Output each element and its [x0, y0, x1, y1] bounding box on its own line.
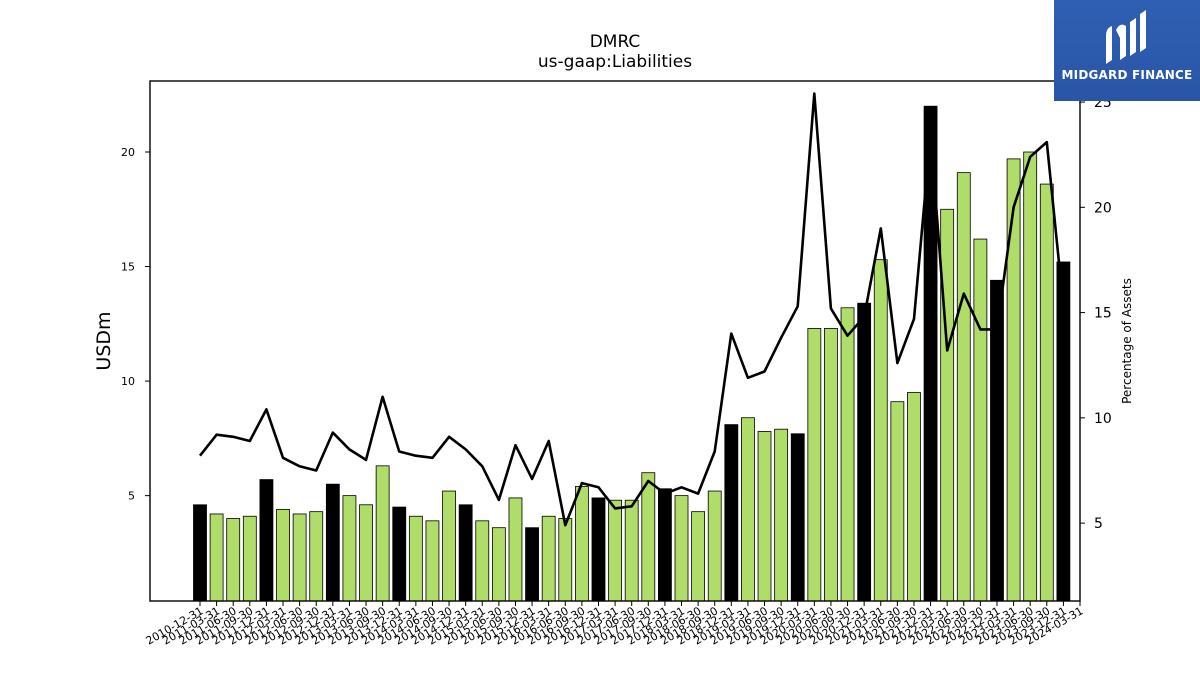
bar [1039, 183, 1054, 602]
bar [674, 495, 689, 602]
bar [1023, 151, 1038, 602]
bar [193, 504, 207, 602]
bar [375, 465, 390, 602]
bar [342, 495, 357, 602]
logo-mark-icon [1106, 10, 1146, 64]
bar [226, 518, 241, 602]
bar [242, 515, 257, 602]
bar [1056, 261, 1071, 602]
logo-text: MIDGARD FINANCE [1061, 68, 1193, 82]
bar [309, 511, 324, 602]
bar [956, 172, 971, 602]
bar [558, 518, 573, 602]
chart-subtitle: us-gaap:Liabilities [537, 52, 693, 72]
bar [259, 479, 274, 602]
bar [1006, 158, 1021, 602]
bar [325, 483, 340, 602]
bar [508, 497, 523, 602]
bar [408, 515, 423, 602]
bar [209, 513, 224, 602]
bar [525, 527, 539, 602]
y-tick-label: 20 [121, 146, 135, 159]
bar [442, 490, 456, 602]
bar [907, 392, 921, 602]
y2-tick-label: 10 [1094, 411, 1112, 427]
y2-tick-label: 20 [1094, 200, 1112, 216]
bar [824, 328, 838, 602]
bar [541, 515, 556, 602]
bar [707, 490, 722, 602]
bar [873, 259, 888, 602]
bar [425, 520, 440, 602]
y2-tick-label: 5 [1094, 516, 1103, 532]
bar [774, 428, 789, 602]
bar [790, 433, 805, 602]
y2-axis-label: Percentage of Assets [1120, 278, 1134, 404]
bar [292, 513, 307, 602]
y-tick-label: 15 [121, 261, 135, 274]
bar [890, 401, 905, 602]
bar [940, 208, 955, 602]
y-tick-label: 5 [128, 490, 135, 503]
bar [591, 497, 606, 602]
bar [458, 504, 473, 602]
y-tick-label: 10 [121, 375, 135, 388]
y2-tick-label: 15 [1094, 306, 1112, 322]
bar [608, 499, 622, 602]
bar [973, 238, 988, 602]
bar [641, 472, 656, 602]
bar [624, 499, 639, 602]
midgard-finance-logo: MIDGARD FINANCE [1054, 0, 1200, 101]
chart-title: DMRC [589, 32, 641, 52]
bar [857, 302, 872, 602]
bar [392, 506, 407, 602]
bar [724, 424, 739, 602]
bar [491, 527, 506, 602]
bar [807, 328, 822, 602]
bar [757, 431, 772, 602]
bar [741, 417, 755, 602]
percentage-line [198, 92, 1065, 527]
bar [359, 504, 373, 602]
y-axis-label: USDm [93, 311, 115, 370]
bar [691, 511, 706, 602]
bar [475, 520, 490, 602]
bar [276, 508, 290, 602]
bar [840, 307, 855, 602]
bar [658, 488, 672, 602]
bar [574, 486, 589, 602]
